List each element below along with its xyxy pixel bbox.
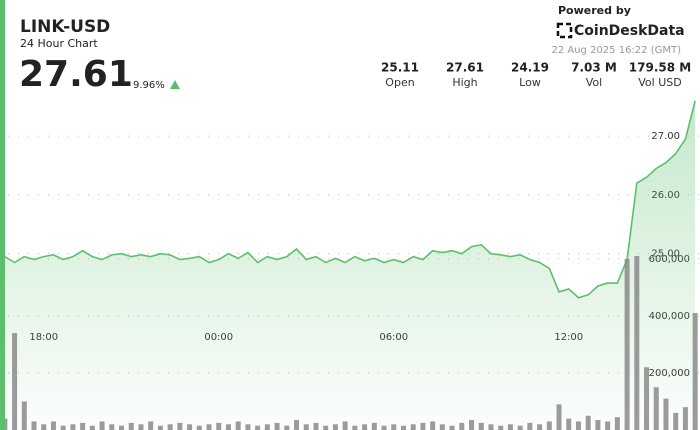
y-tick-label: 27.00 — [651, 131, 680, 142]
volume-bar — [400, 425, 406, 430]
volume-bar — [80, 422, 86, 430]
stat-value: 7.03 M — [571, 61, 617, 75]
volume-bar — [196, 425, 202, 430]
stat-label: Open — [385, 76, 414, 89]
volume-bar — [167, 424, 173, 430]
volume-bar — [682, 407, 688, 430]
volume-bar — [634, 256, 640, 430]
volume-bar — [128, 422, 134, 430]
volume-bar — [449, 425, 455, 430]
volume-bar — [391, 424, 397, 430]
volume-bar — [478, 422, 484, 430]
volume-bar — [235, 421, 241, 430]
volume-bar — [50, 421, 56, 430]
price: 27.61 — [19, 54, 133, 95]
volume-bar — [187, 424, 193, 430]
volume-bar — [546, 421, 552, 430]
volume-bar — [21, 401, 27, 430]
stat-value: 179.58 M — [629, 61, 691, 75]
volume-bar — [653, 387, 659, 430]
volume-bar — [60, 425, 66, 430]
pair: LINK-USD — [20, 17, 110, 37]
volume-bar — [12, 333, 18, 430]
volume-bar — [31, 421, 37, 430]
volume-bar — [70, 424, 76, 430]
volume-bar — [527, 422, 533, 430]
volume-bar — [595, 420, 601, 430]
volume-bar — [303, 424, 309, 430]
volume-bar — [498, 425, 504, 430]
volume-bar — [469, 420, 475, 430]
volume-bar — [624, 258, 630, 430]
logo-icon — [556, 22, 573, 39]
volume-bar — [264, 424, 270, 430]
volume-bar — [420, 422, 426, 430]
volume-bar — [673, 412, 679, 430]
volume-bar — [507, 424, 513, 430]
price-line — [4, 100, 696, 299]
stat-value: 27.61 — [446, 61, 484, 75]
volume-bar — [225, 424, 231, 430]
volume-bar — [537, 424, 543, 430]
volume-bar — [614, 417, 620, 430]
volume-bar — [575, 421, 581, 430]
volume-bar — [216, 422, 222, 430]
powered-by: Powered by — [558, 4, 631, 17]
volume-bar — [109, 424, 115, 430]
volume-bar — [362, 424, 368, 430]
volume-bar — [352, 425, 358, 430]
volume-bar — [488, 424, 494, 430]
volume-bar — [177, 422, 183, 430]
volume-bar — [556, 404, 562, 430]
subtitle: 24 Hour Chart — [20, 37, 98, 50]
volume-bar — [41, 424, 47, 430]
change: 9.96% — [133, 80, 165, 91]
volume-bar — [148, 421, 154, 430]
stat-label: Vol — [586, 76, 602, 89]
volume-bar — [517, 425, 523, 430]
volume-bar — [663, 398, 669, 430]
volume-bar — [313, 422, 319, 430]
volume-bar — [692, 313, 698, 430]
stat-label: Low — [519, 76, 541, 89]
volume-bar — [605, 421, 611, 430]
volume-bar — [206, 424, 212, 430]
volume-bar — [138, 424, 144, 430]
volume-bar — [89, 425, 95, 430]
volume-bar — [410, 424, 416, 430]
volume-bar — [157, 425, 163, 430]
date: 22 Aug 2025 16:22 (GMT) — [551, 45, 681, 56]
volume-bar — [323, 425, 329, 430]
volume-bar — [255, 425, 261, 430]
stat-label: High — [452, 76, 477, 89]
volume-bar — [381, 425, 387, 430]
volume-bar — [439, 424, 445, 430]
stat-value: 24.19 — [511, 61, 549, 75]
volume-bar — [585, 415, 591, 430]
volume-bar — [294, 420, 300, 430]
volume-bar — [284, 425, 290, 430]
plot: 25.0026.0027.00200,000400,000600,00018:0… — [2, 100, 700, 430]
volume-bar — [459, 422, 465, 430]
volume-bar — [342, 421, 348, 430]
volume-bar — [566, 418, 572, 430]
volume-bar — [99, 421, 105, 430]
volume-bar — [274, 422, 280, 430]
brand: CoinDeskData — [574, 23, 685, 39]
volume-bar — [245, 424, 251, 430]
volume-bar — [430, 421, 436, 430]
stat-label: Vol USD — [638, 76, 681, 89]
volume-bar — [371, 422, 377, 430]
price-area — [4, 100, 696, 430]
up-arrow — [170, 80, 180, 89]
stat-value: 25.11 — [381, 61, 419, 75]
volume-bar — [119, 425, 125, 430]
volume-bar — [332, 424, 338, 430]
volume-bar — [644, 367, 650, 430]
accent-bar — [0, 0, 5, 430]
